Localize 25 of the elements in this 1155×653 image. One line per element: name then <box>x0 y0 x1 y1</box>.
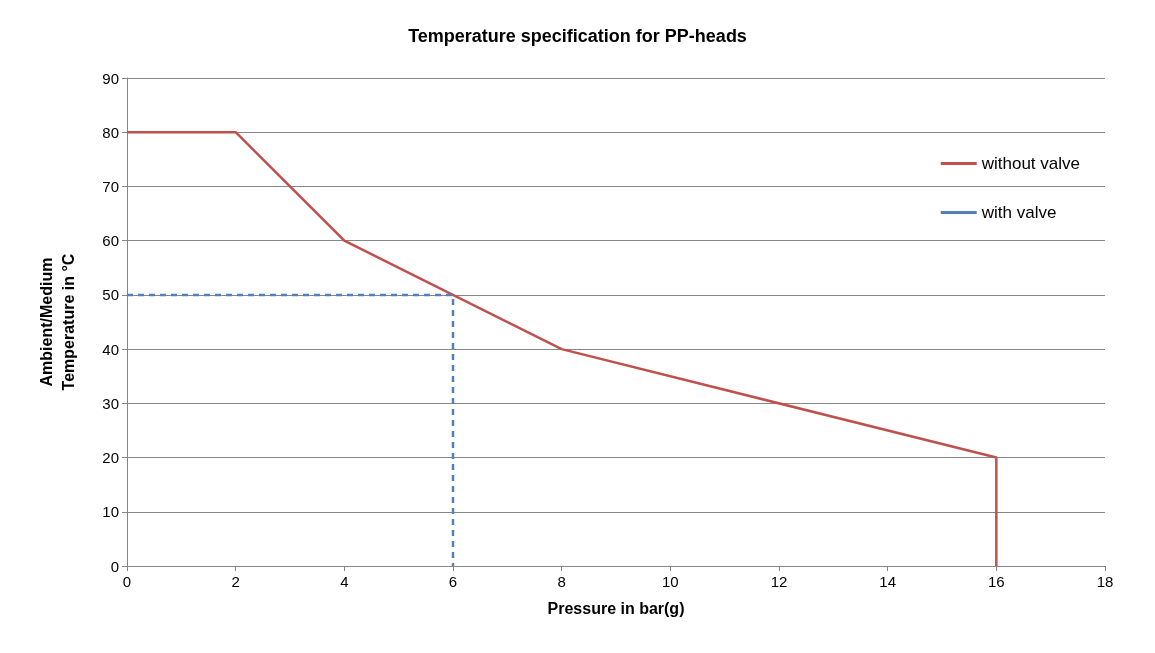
y-tick-label: 30 <box>102 394 119 412</box>
x-axis-title: Pressure in bar(g) <box>547 599 685 617</box>
x-tick-label: 10 <box>661 573 679 590</box>
x-tick-label: 12 <box>770 573 788 590</box>
y-tick-label: 90 <box>102 69 119 87</box>
x-tick-label: 2 <box>231 573 240 590</box>
y-axis-title: Ambient/Medium Temperature in °C <box>37 253 77 391</box>
x-tick-label: 0 <box>122 573 132 590</box>
y-tick-label: 70 <box>102 177 119 195</box>
legend-label: with valve <box>980 203 1057 222</box>
x-tick-label: 4 <box>340 573 349 590</box>
x-tick-label: 18 <box>1096 573 1114 590</box>
chart-title: Temperature specification for PP-heads <box>408 26 747 46</box>
x-tick-label: 8 <box>557 573 566 590</box>
y-tick-label: 20 <box>102 449 119 467</box>
x-tick-label: 16 <box>987 573 1005 590</box>
y-tick-label: 50 <box>102 286 119 304</box>
x-tick-label: 14 <box>879 573 897 590</box>
y-tick-label: 0 <box>110 557 119 575</box>
legend-label: without valve <box>980 154 1081 173</box>
y-tick-label: 40 <box>102 340 119 358</box>
y-tick-label: 10 <box>102 503 119 521</box>
x-tick-label: 6 <box>448 573 458 590</box>
y-tick-label: 80 <box>102 123 119 141</box>
y-tick-label: 60 <box>102 232 119 250</box>
